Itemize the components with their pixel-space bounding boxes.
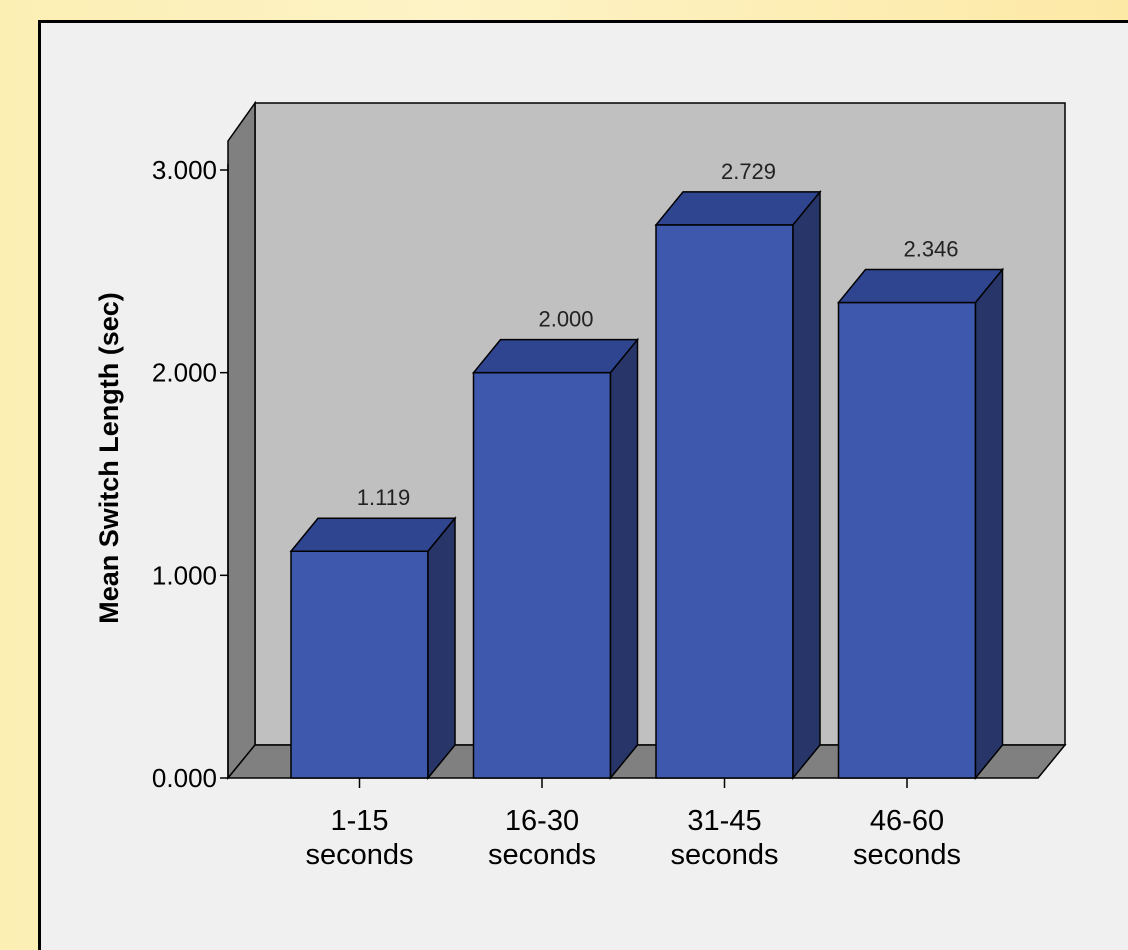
x-category-label: 16-30 bbox=[505, 805, 579, 837]
x-category-label: seconds bbox=[853, 839, 961, 871]
data-label: 2.729 bbox=[721, 159, 776, 184]
bar-front bbox=[290, 550, 429, 779]
data-label: 2.346 bbox=[903, 237, 958, 262]
x-category-label: 1-15 bbox=[330, 805, 388, 837]
labels: 1.1191-15seconds2.00016-30seconds2.72931… bbox=[305, 159, 961, 871]
x-category-label: 31-45 bbox=[687, 805, 761, 837]
y-axis: 0.000 1.000 2.000 3.000 bbox=[152, 155, 908, 793]
bar-side bbox=[609, 337, 639, 781]
bar bbox=[836, 267, 1005, 781]
bar-side bbox=[792, 189, 821, 781]
bar-front bbox=[472, 371, 612, 779]
bar-top bbox=[471, 338, 640, 374]
x-category-label: seconds bbox=[670, 839, 778, 871]
data-label: 1.119 bbox=[357, 485, 410, 510]
y-axis-title: Mean Switch Length (sec) bbox=[94, 292, 124, 624]
bar-front bbox=[837, 301, 977, 779]
y-tick-label: 0.000 bbox=[152, 763, 217, 793]
bar-top bbox=[836, 268, 1005, 304]
bar-side bbox=[427, 516, 456, 781]
side-wall bbox=[227, 100, 256, 781]
data-label: 2.000 bbox=[538, 307, 593, 332]
y-tick-label: 2.000 bbox=[152, 358, 217, 388]
bar bbox=[654, 189, 822, 781]
bar-side bbox=[974, 267, 1004, 781]
bars bbox=[289, 189, 1005, 781]
bar-top bbox=[289, 517, 457, 552]
x-category-label: seconds bbox=[305, 839, 413, 871]
bar bbox=[289, 516, 457, 781]
x-category-label: seconds bbox=[488, 839, 596, 871]
bar-front bbox=[655, 224, 794, 779]
bar bbox=[471, 337, 640, 781]
y-tick-label: 1.000 bbox=[152, 560, 217, 590]
bar-top bbox=[654, 191, 822, 226]
x-category-label: 46-60 bbox=[870, 805, 944, 837]
y-tick-label: 3.000 bbox=[152, 155, 217, 185]
